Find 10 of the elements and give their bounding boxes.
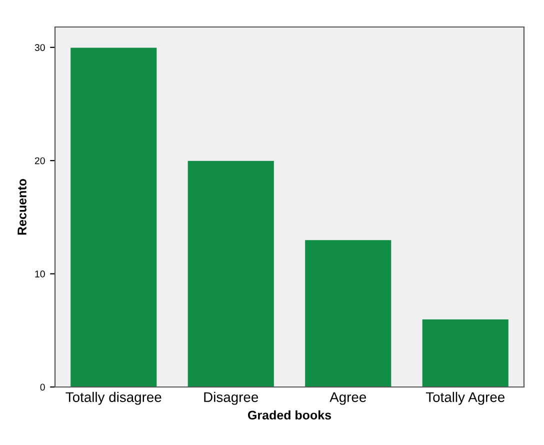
- x-tick-label: Totally Agree: [426, 392, 505, 405]
- y-axis-title: Recuento: [18, 179, 26, 235]
- y-tick-label: 20: [34, 157, 45, 164]
- y-tick-label: 10: [35, 270, 45, 278]
- x-tick-label: Totally disagree: [66, 392, 162, 405]
- x-axis-title: Graded books: [248, 410, 332, 420]
- y-tick-label: 30: [34, 44, 45, 51]
- x-tick-label: Disagree: [204, 392, 258, 405]
- x-tick-label: Agree: [330, 392, 366, 405]
- y-tick-label: 0: [40, 384, 45, 391]
